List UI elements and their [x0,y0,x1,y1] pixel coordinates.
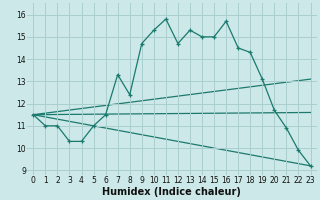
X-axis label: Humidex (Indice chaleur): Humidex (Indice chaleur) [102,187,241,197]
